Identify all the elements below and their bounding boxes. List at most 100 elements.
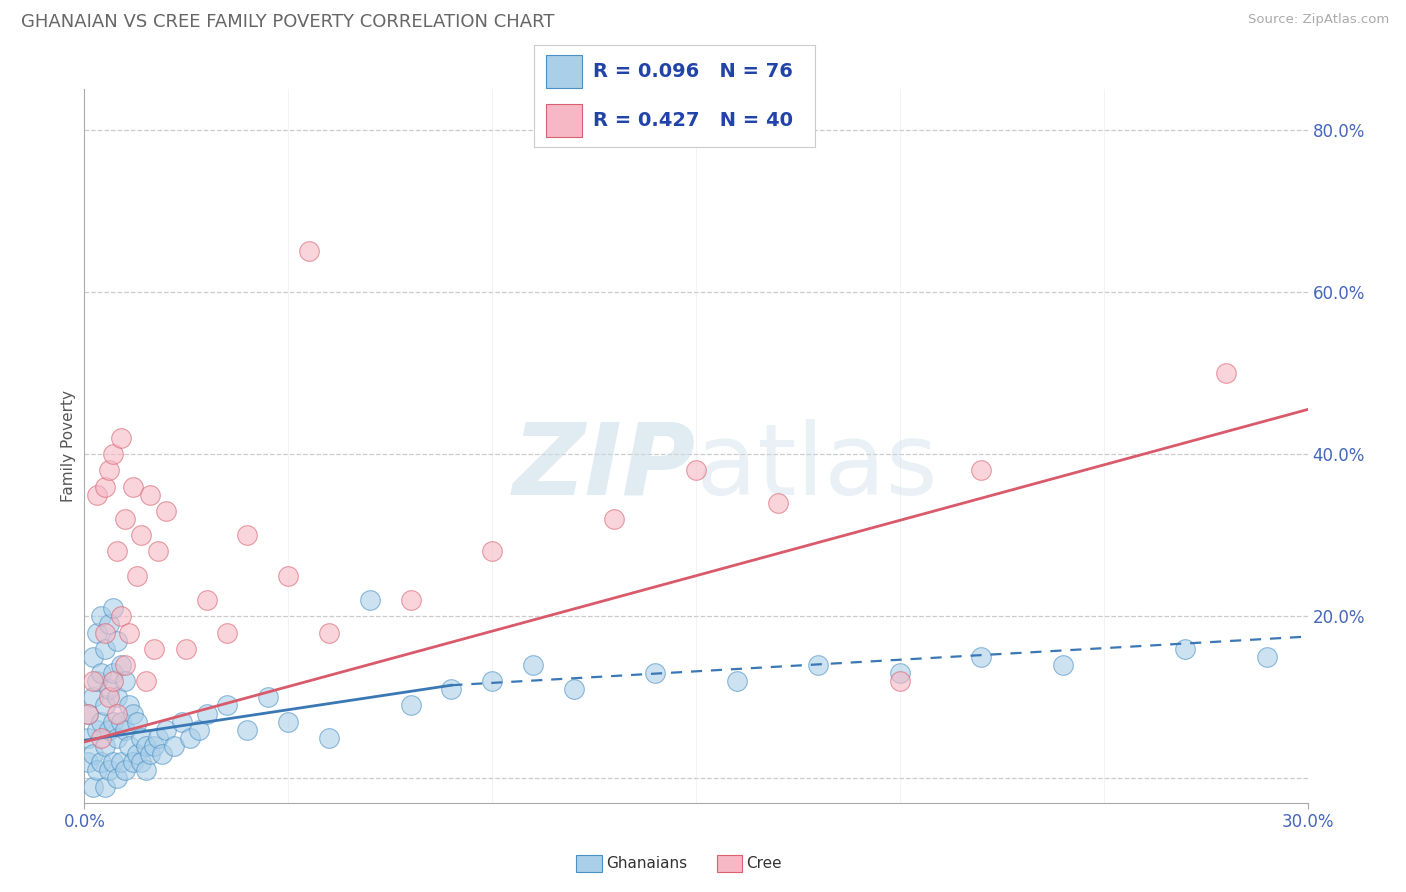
Point — [110, 431, 132, 445]
Point — [1215, 366, 1237, 380]
Point — [399, 593, 422, 607]
Point — [101, 601, 124, 615]
Point — [399, 698, 422, 713]
Point — [82, 649, 104, 664]
Point — [163, 739, 186, 753]
Point — [176, 641, 198, 656]
Point — [93, 641, 117, 656]
Point — [135, 674, 157, 689]
Point — [155, 504, 177, 518]
Y-axis label: Family Poverty: Family Poverty — [60, 390, 76, 502]
Point — [86, 723, 108, 737]
Text: ZIP: ZIP — [513, 419, 696, 516]
Point — [122, 706, 145, 721]
Text: R = 0.427   N = 40: R = 0.427 N = 40 — [593, 111, 793, 130]
Point — [970, 463, 993, 477]
Point — [118, 625, 141, 640]
Point — [138, 747, 160, 761]
Point — [725, 674, 748, 689]
Point — [114, 674, 136, 689]
Point — [110, 657, 132, 672]
Point — [766, 496, 789, 510]
Point — [138, 488, 160, 502]
Point — [135, 764, 157, 778]
Point — [257, 690, 280, 705]
Point — [236, 528, 259, 542]
Point — [93, 780, 117, 794]
Point — [82, 690, 104, 705]
Point — [97, 682, 120, 697]
Point — [101, 756, 124, 770]
Point — [118, 739, 141, 753]
Point — [127, 747, 149, 761]
Point — [298, 244, 321, 259]
Point — [195, 706, 218, 721]
Point — [318, 731, 340, 745]
Point — [195, 593, 218, 607]
Point — [1174, 641, 1197, 656]
Point — [105, 731, 128, 745]
Point — [155, 723, 177, 737]
Point — [114, 512, 136, 526]
Point — [889, 674, 911, 689]
Point — [110, 714, 132, 729]
Point — [179, 731, 201, 745]
Point — [122, 479, 145, 493]
Point — [131, 528, 153, 542]
Point — [277, 714, 299, 729]
Point — [105, 772, 128, 786]
Point — [114, 764, 136, 778]
Point — [86, 625, 108, 640]
Bar — [546, 55, 582, 87]
Point — [114, 657, 136, 672]
Point — [131, 731, 153, 745]
Point — [150, 747, 173, 761]
Point — [101, 447, 124, 461]
Bar — [546, 104, 582, 137]
Point — [97, 463, 120, 477]
Point — [481, 544, 503, 558]
Point — [86, 764, 108, 778]
Point — [236, 723, 259, 737]
Point — [90, 666, 112, 681]
Point — [86, 488, 108, 502]
Point — [277, 568, 299, 582]
Point — [93, 625, 117, 640]
Point — [127, 568, 149, 582]
Point — [86, 674, 108, 689]
Point — [1256, 649, 1278, 664]
Point — [1052, 657, 1074, 672]
Point — [359, 593, 381, 607]
Point — [82, 780, 104, 794]
Point — [82, 747, 104, 761]
Point — [97, 764, 120, 778]
Point — [110, 609, 132, 624]
Point — [481, 674, 503, 689]
Text: Ghanaians: Ghanaians — [606, 856, 688, 871]
Point — [105, 544, 128, 558]
Point — [562, 682, 585, 697]
Point — [142, 641, 165, 656]
Point — [142, 739, 165, 753]
Point — [97, 690, 120, 705]
Point — [146, 544, 169, 558]
Point — [105, 690, 128, 705]
Point — [522, 657, 544, 672]
Text: R = 0.096   N = 76: R = 0.096 N = 76 — [593, 62, 793, 81]
Point — [90, 731, 112, 745]
Point — [101, 674, 124, 689]
Point — [118, 698, 141, 713]
Point — [644, 666, 666, 681]
Point — [440, 682, 463, 697]
Point — [807, 657, 830, 672]
Point — [127, 714, 149, 729]
Point — [217, 698, 239, 713]
Text: Cree: Cree — [747, 856, 782, 871]
Point — [93, 739, 117, 753]
Point — [217, 625, 239, 640]
Point — [105, 633, 128, 648]
Point — [82, 674, 104, 689]
Point — [101, 666, 124, 681]
Point — [146, 731, 169, 745]
Point — [172, 714, 194, 729]
